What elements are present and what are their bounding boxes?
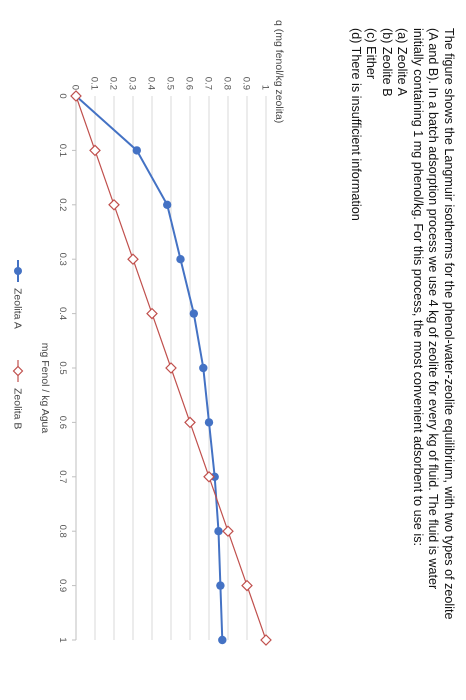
y-axis-label: q (mg fenol/kg zeolita) (273, 20, 285, 123)
zeolita-b-point (127, 253, 139, 266)
option-b: (b) Zeolite B (380, 28, 394, 97)
option-d: (d) There is insufficient information (349, 28, 363, 221)
zeolita-a-point (216, 581, 225, 590)
y-tick-label: 0.6 (184, 77, 195, 90)
zeolita-b-point (260, 634, 272, 646)
zeolita-a-point (189, 309, 198, 318)
chart-tick-labels: 0 0.1 0.2 0.3 0.4 0.5 0.6 0.7 0.8 0.9 1 0 0.1 0.2 0.3 0… (57, 77, 271, 643)
y-tick-label: 0 (70, 85, 81, 90)
y-tick-label: 0.8 (222, 77, 233, 90)
zeolita-a-point (204, 418, 214, 427)
zeolita-b-point (70, 90, 82, 102)
legend-marker-zeolita-b (12, 365, 24, 377)
x-tick-label: 1 (57, 637, 68, 642)
zeolita-b-point (184, 416, 196, 429)
chart-series-markers (70, 90, 272, 646)
x-tick-label: 0.4 (57, 307, 68, 320)
question-intro: The figure shows the Langmuir isotherms … (411, 28, 456, 620)
y-tick-label: 0.9 (241, 77, 252, 90)
x-tick-label: 0.7 (57, 470, 68, 483)
legend-marker-zeolita-a (14, 267, 22, 275)
x-tick-label: 0 (57, 93, 68, 98)
x-tick-label: 0.2 (57, 198, 68, 211)
question-text: The figure shows the Langmuir isotherms … (348, 28, 456, 628)
chart-axes (72, 95, 77, 641)
x-tick-label: 0.1 (57, 144, 68, 157)
x-tick-label: 0.5 (57, 361, 68, 374)
legend-label-zeolita-b: Zeolita B (12, 388, 24, 429)
y-tick-label: 0.3 (127, 77, 138, 90)
option-a: (a) Zeolite A (395, 28, 410, 96)
chart-legend: Zeolita A Zeolita B (12, 260, 24, 429)
y-tick-label: 1 (260, 85, 271, 90)
zeolita-b-point (89, 144, 101, 157)
zeolita-a-point (132, 146, 141, 155)
y-tick-label: 0.4 (146, 77, 157, 90)
x-axis-label: mg Fenol / kg Agua (39, 343, 51, 434)
zeolita-b-point (146, 307, 158, 320)
zeolita-a-point (218, 635, 227, 645)
zeolita-a-point (162, 200, 172, 210)
langmuir-chart: 0 0.1 0.2 0.3 0.4 0.5 0.6 0.7 0.8 0.9 1 0 0.1 0.2 0.3 0… (12, 20, 285, 646)
zeolita-b-point (241, 579, 253, 592)
zeolita-b-point (108, 198, 120, 211)
y-tick-label: 0.7 (203, 77, 214, 90)
zeolita-a-point (176, 255, 185, 264)
option-c: (c) Either (364, 28, 379, 80)
zeolita-a-point (214, 527, 223, 536)
y-tick-label: 0.1 (89, 77, 100, 90)
zeolita-b-point (165, 362, 177, 374)
x-tick-label: 0.9 (57, 579, 68, 592)
y-tick-label: 0.5 (165, 77, 176, 90)
zeolita-a-point (199, 363, 208, 373)
zeolita-b-point (222, 525, 234, 538)
x-tick-label: 0.6 (57, 416, 68, 429)
legend-label-zeolita-a: Zeolita A (12, 288, 24, 329)
y-tick-label: 0.2 (108, 77, 119, 90)
x-tick-label: 0.3 (57, 253, 68, 266)
zeolita-b-point (203, 470, 215, 483)
x-tick-label: 0.8 (57, 525, 68, 538)
